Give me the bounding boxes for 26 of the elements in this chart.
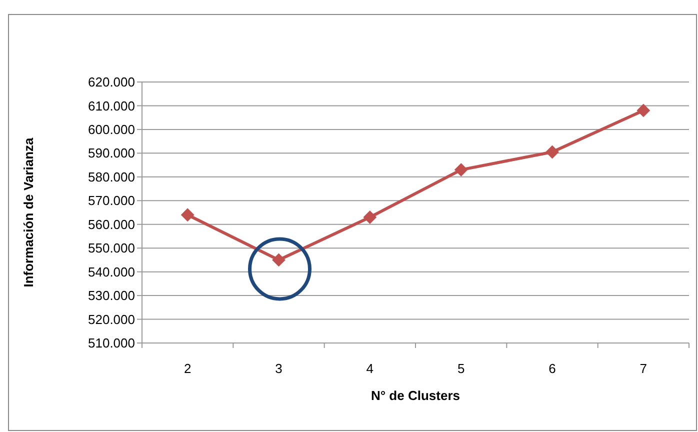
y-tick-label: 590.000: [88, 146, 135, 161]
y-tick-label: 570.000: [88, 193, 135, 208]
y-tick-label: 520.000: [88, 312, 135, 327]
y-tick-label: 560.000: [88, 216, 135, 232]
x-tick-label: 6: [548, 361, 556, 376]
x-tick-label: 4: [366, 361, 374, 376]
y-tick-label: 550.000: [88, 240, 135, 256]
y-tick-label: 540.000: [88, 264, 135, 280]
y-tick-label: 580.000: [88, 169, 135, 184]
point: [181, 208, 194, 222]
x-tick-label: 5: [457, 361, 465, 376]
y-axis-title: Información de Varianza: [21, 136, 36, 288]
y-tick-label: 530.000: [88, 288, 135, 304]
x-tick-label: 3: [275, 361, 282, 376]
y-tick-label: 610.000: [88, 98, 135, 114]
y-tick-label: 600.000: [88, 122, 135, 138]
x-axis-title: N° de Clusters: [370, 388, 460, 403]
y-tick-label: 620.000: [88, 74, 135, 90]
point: [546, 145, 559, 158]
point: [272, 253, 286, 266]
x-tick-label: 2: [184, 361, 192, 376]
point: [454, 163, 468, 176]
x-tick-label: 7: [640, 361, 648, 376]
point: [363, 210, 376, 224]
point: [636, 104, 650, 117]
y-tick-label: 510.000: [88, 336, 135, 351]
